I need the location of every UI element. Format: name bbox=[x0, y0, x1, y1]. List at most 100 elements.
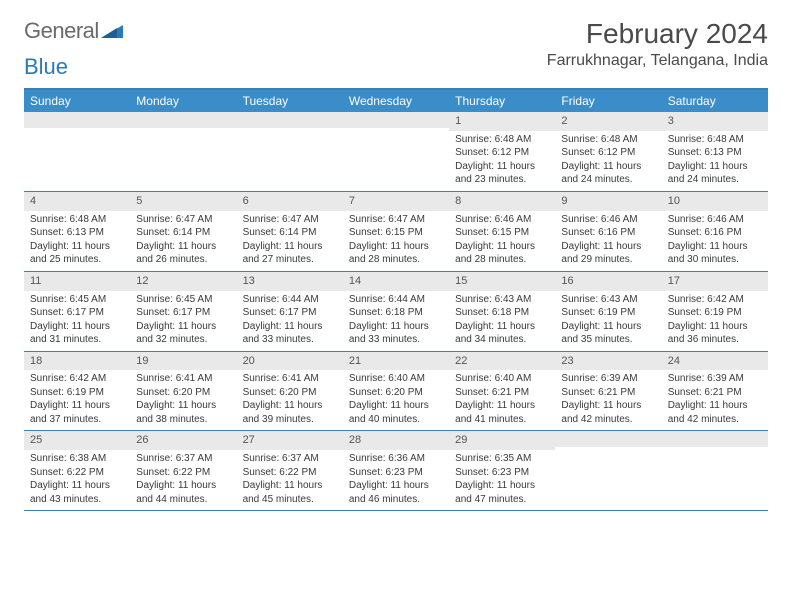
sunrise-text: Sunrise: 6:41 AM bbox=[136, 372, 230, 386]
day-cell: 8Sunrise: 6:46 AMSunset: 6:15 PMDaylight… bbox=[449, 192, 555, 271]
day-details: Sunrise: 6:37 AMSunset: 6:22 PMDaylight:… bbox=[130, 450, 236, 510]
day-details: Sunrise: 6:37 AMSunset: 6:22 PMDaylight:… bbox=[237, 450, 343, 510]
day-number: 6 bbox=[237, 192, 343, 211]
day-number bbox=[130, 112, 236, 128]
week-row: 1Sunrise: 6:48 AMSunset: 6:12 PMDaylight… bbox=[24, 112, 768, 192]
day-number: 5 bbox=[130, 192, 236, 211]
day-details: Sunrise: 6:39 AMSunset: 6:21 PMDaylight:… bbox=[555, 370, 661, 430]
brand-name-2: Blue bbox=[24, 54, 768, 80]
day-cell: 12Sunrise: 6:45 AMSunset: 6:17 PMDayligh… bbox=[130, 272, 236, 351]
sunrise-text: Sunrise: 6:35 AM bbox=[455, 452, 549, 466]
daylight-text: Daylight: 11 hours and 34 minutes. bbox=[455, 320, 549, 347]
day-details: Sunrise: 6:48 AMSunset: 6:12 PMDaylight:… bbox=[449, 131, 555, 191]
day-cell: 21Sunrise: 6:40 AMSunset: 6:20 PMDayligh… bbox=[343, 352, 449, 431]
sunrise-text: Sunrise: 6:44 AM bbox=[243, 293, 337, 307]
day-number: 15 bbox=[449, 272, 555, 291]
day-cell bbox=[343, 112, 449, 191]
day-cell: 19Sunrise: 6:41 AMSunset: 6:20 PMDayligh… bbox=[130, 352, 236, 431]
daylight-text: Daylight: 11 hours and 35 minutes. bbox=[561, 320, 655, 347]
day-cell bbox=[24, 112, 130, 191]
sunrise-text: Sunrise: 6:47 AM bbox=[243, 213, 337, 227]
day-cell: 23Sunrise: 6:39 AMSunset: 6:21 PMDayligh… bbox=[555, 352, 661, 431]
sunset-text: Sunset: 6:23 PM bbox=[349, 466, 443, 480]
daylight-text: Daylight: 11 hours and 36 minutes. bbox=[668, 320, 762, 347]
sunset-text: Sunset: 6:21 PM bbox=[455, 386, 549, 400]
sunset-text: Sunset: 6:12 PM bbox=[561, 146, 655, 160]
sunrise-text: Sunrise: 6:48 AM bbox=[30, 213, 124, 227]
day-details: Sunrise: 6:43 AMSunset: 6:18 PMDaylight:… bbox=[449, 291, 555, 351]
day-number: 24 bbox=[662, 352, 768, 371]
weekday-thu: Thursday bbox=[449, 90, 555, 112]
sunrise-text: Sunrise: 6:44 AM bbox=[349, 293, 443, 307]
sunset-text: Sunset: 6:14 PM bbox=[136, 226, 230, 240]
day-number: 8 bbox=[449, 192, 555, 211]
month-title: February 2024 bbox=[547, 18, 768, 50]
day-details: Sunrise: 6:41 AMSunset: 6:20 PMDaylight:… bbox=[130, 370, 236, 430]
sunset-text: Sunset: 6:20 PM bbox=[243, 386, 337, 400]
sunrise-text: Sunrise: 6:40 AM bbox=[455, 372, 549, 386]
daylight-text: Daylight: 11 hours and 44 minutes. bbox=[136, 479, 230, 506]
day-cell: 5Sunrise: 6:47 AMSunset: 6:14 PMDaylight… bbox=[130, 192, 236, 271]
weekday-sun: Sunday bbox=[24, 90, 130, 112]
sunset-text: Sunset: 6:19 PM bbox=[668, 306, 762, 320]
daylight-text: Daylight: 11 hours and 38 minutes. bbox=[136, 399, 230, 426]
sunrise-text: Sunrise: 6:46 AM bbox=[668, 213, 762, 227]
day-details: Sunrise: 6:45 AMSunset: 6:17 PMDaylight:… bbox=[24, 291, 130, 351]
day-cell: 26Sunrise: 6:37 AMSunset: 6:22 PMDayligh… bbox=[130, 431, 236, 510]
sunset-text: Sunset: 6:22 PM bbox=[136, 466, 230, 480]
sunset-text: Sunset: 6:19 PM bbox=[30, 386, 124, 400]
day-details: Sunrise: 6:47 AMSunset: 6:15 PMDaylight:… bbox=[343, 211, 449, 271]
day-cell: 22Sunrise: 6:40 AMSunset: 6:21 PMDayligh… bbox=[449, 352, 555, 431]
sunrise-text: Sunrise: 6:42 AM bbox=[668, 293, 762, 307]
daylight-text: Daylight: 11 hours and 39 minutes. bbox=[243, 399, 337, 426]
day-details: Sunrise: 6:46 AMSunset: 6:16 PMDaylight:… bbox=[662, 211, 768, 271]
daylight-text: Daylight: 11 hours and 29 minutes. bbox=[561, 240, 655, 267]
day-number: 23 bbox=[555, 352, 661, 371]
daylight-text: Daylight: 11 hours and 42 minutes. bbox=[668, 399, 762, 426]
week-row: 18Sunrise: 6:42 AMSunset: 6:19 PMDayligh… bbox=[24, 352, 768, 432]
day-cell: 20Sunrise: 6:41 AMSunset: 6:20 PMDayligh… bbox=[237, 352, 343, 431]
daylight-text: Daylight: 11 hours and 25 minutes. bbox=[30, 240, 124, 267]
daylight-text: Daylight: 11 hours and 24 minutes. bbox=[668, 160, 762, 187]
sunset-text: Sunset: 6:21 PM bbox=[561, 386, 655, 400]
daylight-text: Daylight: 11 hours and 33 minutes. bbox=[349, 320, 443, 347]
day-details: Sunrise: 6:48 AMSunset: 6:12 PMDaylight:… bbox=[555, 131, 661, 191]
sunrise-text: Sunrise: 6:48 AM bbox=[561, 133, 655, 147]
weeks-container: 1Sunrise: 6:48 AMSunset: 6:12 PMDaylight… bbox=[24, 112, 768, 511]
week-row: 11Sunrise: 6:45 AMSunset: 6:17 PMDayligh… bbox=[24, 272, 768, 352]
daylight-text: Daylight: 11 hours and 28 minutes. bbox=[349, 240, 443, 267]
weekday-fri: Friday bbox=[555, 90, 661, 112]
weekday-sat: Saturday bbox=[662, 90, 768, 112]
day-details: Sunrise: 6:46 AMSunset: 6:15 PMDaylight:… bbox=[449, 211, 555, 271]
sunrise-text: Sunrise: 6:39 AM bbox=[561, 372, 655, 386]
day-cell: 18Sunrise: 6:42 AMSunset: 6:19 PMDayligh… bbox=[24, 352, 130, 431]
sunrise-text: Sunrise: 6:46 AM bbox=[455, 213, 549, 227]
daylight-text: Daylight: 11 hours and 45 minutes. bbox=[243, 479, 337, 506]
sunset-text: Sunset: 6:21 PM bbox=[668, 386, 762, 400]
day-details: Sunrise: 6:44 AMSunset: 6:17 PMDaylight:… bbox=[237, 291, 343, 351]
day-number: 1 bbox=[449, 112, 555, 131]
sunrise-text: Sunrise: 6:37 AM bbox=[136, 452, 230, 466]
day-number: 9 bbox=[555, 192, 661, 211]
day-cell: 1Sunrise: 6:48 AMSunset: 6:12 PMDaylight… bbox=[449, 112, 555, 191]
daylight-text: Daylight: 11 hours and 33 minutes. bbox=[243, 320, 337, 347]
calendar: Sunday Monday Tuesday Wednesday Thursday… bbox=[24, 88, 768, 511]
day-cell bbox=[237, 112, 343, 191]
day-number: 2 bbox=[555, 112, 661, 131]
day-details: Sunrise: 6:44 AMSunset: 6:18 PMDaylight:… bbox=[343, 291, 449, 351]
day-number: 29 bbox=[449, 431, 555, 450]
day-cell: 10Sunrise: 6:46 AMSunset: 6:16 PMDayligh… bbox=[662, 192, 768, 271]
day-details: Sunrise: 6:42 AMSunset: 6:19 PMDaylight:… bbox=[24, 370, 130, 430]
sunrise-text: Sunrise: 6:36 AM bbox=[349, 452, 443, 466]
day-cell bbox=[555, 431, 661, 510]
daylight-text: Daylight: 11 hours and 26 minutes. bbox=[136, 240, 230, 267]
day-number: 26 bbox=[130, 431, 236, 450]
sunrise-text: Sunrise: 6:45 AM bbox=[136, 293, 230, 307]
day-number: 19 bbox=[130, 352, 236, 371]
daylight-text: Daylight: 11 hours and 47 minutes. bbox=[455, 479, 549, 506]
day-cell: 4Sunrise: 6:48 AMSunset: 6:13 PMDaylight… bbox=[24, 192, 130, 271]
daylight-text: Daylight: 11 hours and 32 minutes. bbox=[136, 320, 230, 347]
sunrise-text: Sunrise: 6:41 AM bbox=[243, 372, 337, 386]
day-number: 18 bbox=[24, 352, 130, 371]
day-details: Sunrise: 6:41 AMSunset: 6:20 PMDaylight:… bbox=[237, 370, 343, 430]
